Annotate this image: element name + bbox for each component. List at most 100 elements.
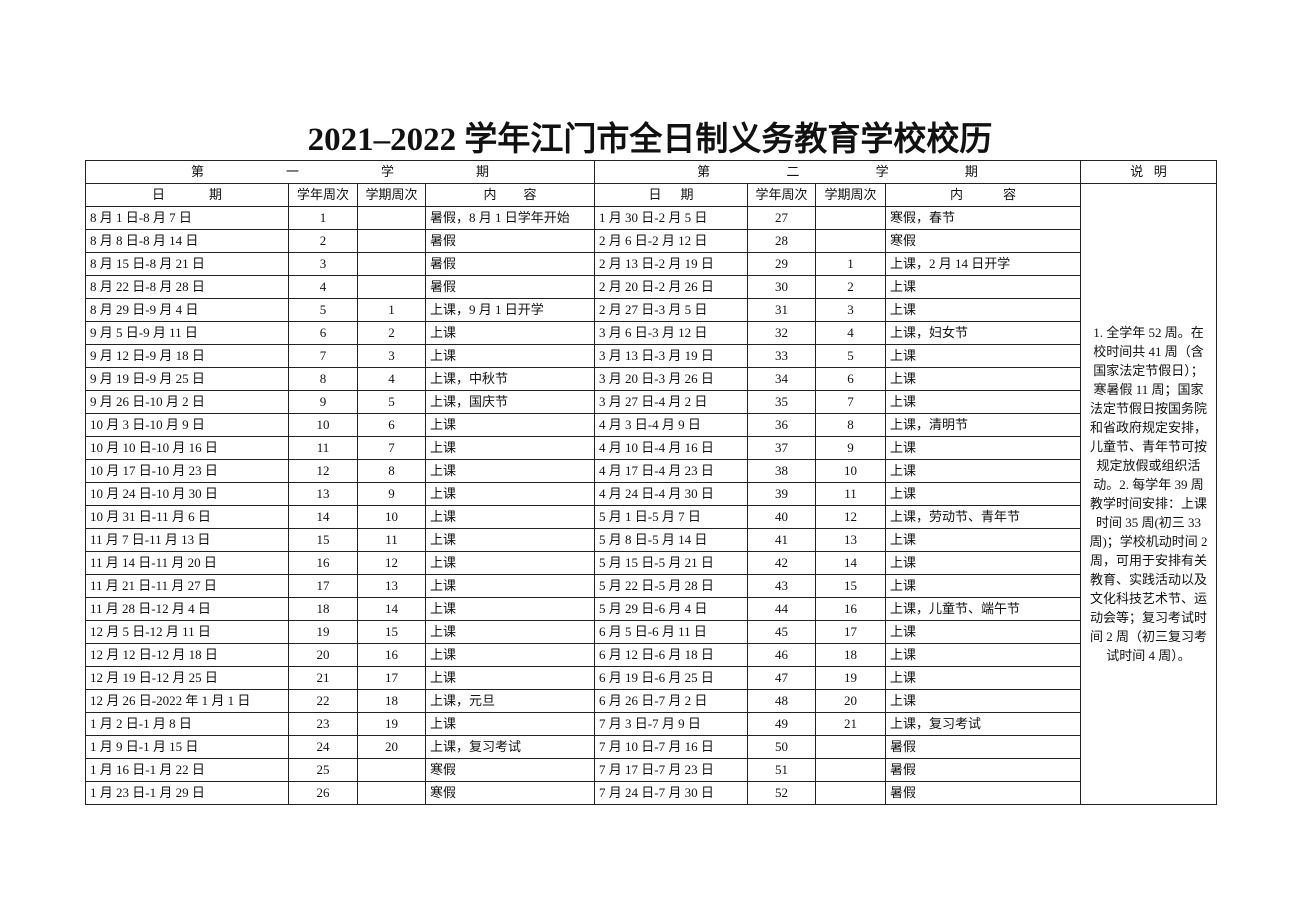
date-header: 日期: [85, 183, 289, 207]
year-week-cell: 49: [747, 712, 816, 736]
content-cell: 暑假: [425, 275, 595, 299]
year-week-cell: 42: [747, 551, 816, 575]
content-cell: 暑假: [885, 735, 1081, 759]
content-cell: 上课: [425, 459, 595, 483]
term-week-cell: 18: [815, 643, 886, 667]
year-week-cell: 2: [288, 229, 358, 253]
date-cell: 4 月 3 日-4 月 9 日: [594, 413, 748, 437]
year-week-cell: 15: [288, 528, 358, 552]
date-cell: 5 月 22 日-5 月 28 日: [594, 574, 748, 598]
term-week-header: 学期周次: [357, 183, 426, 207]
term-week-cell: [357, 206, 426, 230]
year-week-cell: 33: [747, 344, 816, 368]
date-cell: 3 月 27 日-4 月 2 日: [594, 390, 748, 414]
year-week-cell: 35: [747, 390, 816, 414]
date-cell: 10 月 24 日-10 月 30 日: [85, 482, 289, 506]
content-cell: 暑假: [425, 252, 595, 276]
year-week-cell: 27: [747, 206, 816, 230]
year-week-cell: 5: [288, 298, 358, 322]
content-cell: 上课，9 月 1 日开学: [425, 298, 595, 322]
year-week-cell: 47: [747, 666, 816, 690]
term-week-cell: 13: [815, 528, 886, 552]
year-week-cell: 3: [288, 252, 358, 276]
year-week-cell: 29: [747, 252, 816, 276]
year-week-cell: 9: [288, 390, 358, 414]
date-cell: 6 月 26 日-7 月 2 日: [594, 689, 748, 713]
content-cell: 寒假: [425, 781, 595, 805]
term-week-cell: 20: [815, 689, 886, 713]
content-cell: 上课: [885, 666, 1081, 690]
table-row: 1 月 2 日-1 月 8 日 23 19 上课 7 月 3 日-7 月 9 日 49 21…: [85, 712, 1217, 736]
date-cell: 7 月 24 日-7 月 30 日: [594, 781, 748, 805]
content-cell: 上课: [425, 643, 595, 667]
term-week-cell: 1: [815, 252, 886, 276]
table-row: 11 月 7 日-11 月 13 日 15 11 上课 5 月 8 日-5 月 14 日…: [85, 528, 1217, 552]
content-cell: 上课，中秋节: [425, 367, 595, 391]
content-cell: 上课: [425, 551, 595, 575]
term-week-cell: 12: [815, 505, 886, 529]
date-cell: 2 月 20 日-2 月 26 日: [594, 275, 748, 299]
term-week-cell: [815, 229, 886, 253]
table-row: 12 月 12 日-12 月 18 日 20 16 上课 6 月 12 日-6 月 18…: [85, 643, 1217, 667]
term-week-cell: 15: [815, 574, 886, 598]
content-cell: 上课: [425, 344, 595, 368]
date-cell: 2 月 6 日-2 月 12 日: [594, 229, 748, 253]
date-cell: 3 月 20 日-3 月 26 日: [594, 367, 748, 391]
term-week-cell: 3: [357, 344, 426, 368]
date-cell: 3 月 6 日-3 月 12 日: [594, 321, 748, 345]
table-row: 10 月 24 日-10 月 30 日 13 9 上课 4 月 24 日-4 月 30 …: [85, 482, 1217, 506]
content-cell: 上课: [885, 528, 1081, 552]
term-week-cell: 10: [815, 459, 886, 483]
term-week-cell: 10: [357, 505, 426, 529]
content-cell: 上课，清明节: [885, 413, 1081, 437]
date-cell: 8 月 22 日-8 月 28 日: [85, 275, 289, 299]
content-cell: 上课: [425, 528, 595, 552]
term-week-cell: 15: [357, 620, 426, 644]
date-cell: 6 月 19 日-6 月 25 日: [594, 666, 748, 690]
content-cell: 上课: [425, 413, 595, 437]
table-row: 10 月 17 日-10 月 23 日 12 8 上课 4 月 17 日-4 月 23 …: [85, 459, 1217, 483]
year-week-cell: 37: [747, 436, 816, 460]
year-week-cell: 22: [288, 689, 358, 713]
date-cell: 12 月 19 日-12 月 25 日: [85, 666, 289, 690]
year-week-cell: 13: [288, 482, 358, 506]
term-week-cell: 8: [815, 413, 886, 437]
date-cell: 9 月 26 日-10 月 2 日: [85, 390, 289, 414]
term1-header: 第一学期: [85, 160, 595, 184]
year-week-header: 学年周次: [288, 183, 358, 207]
date-cell: 9 月 12 日-9 月 18 日: [85, 344, 289, 368]
year-week-cell: 17: [288, 574, 358, 598]
table-row: 8 月 8 日-8 月 14 日 2 暑假 2 月 6 日-2 月 12 日 28 寒假: [85, 229, 1217, 253]
date-cell: 12 月 12 日-12 月 18 日: [85, 643, 289, 667]
year-week-cell: 43: [747, 574, 816, 598]
year-week-cell: 36: [747, 413, 816, 437]
content-cell: 上课: [885, 482, 1081, 506]
table-row: 11 月 21 日-11 月 27 日 17 13 上课 5 月 22 日-5 月 28…: [85, 574, 1217, 598]
date-cell: 5 月 29 日-6 月 4 日: [594, 597, 748, 621]
date-cell: 10 月 10 日-10 月 16 日: [85, 436, 289, 460]
term-week-cell: 5: [815, 344, 886, 368]
content-cell: 上课: [425, 505, 595, 529]
content-cell: 上课: [425, 436, 595, 460]
table-row: 8 月 1 日-8 月 7 日 1 暑假，8 月 1 日学年开始 1 月 30 日-2…: [85, 206, 1217, 230]
year-week-cell: 39: [747, 482, 816, 506]
year-week-cell: 52: [747, 781, 816, 805]
year-week-header: 学年周次: [747, 183, 816, 207]
term-week-cell: [357, 229, 426, 253]
content-cell: 上课，劳动节、青年节: [885, 505, 1081, 529]
date-cell: 9 月 19 日-9 月 25 日: [85, 367, 289, 391]
date-cell: 7 月 10 日-7 月 16 日: [594, 735, 748, 759]
term-week-cell: 7: [815, 390, 886, 414]
term-week-cell: [815, 758, 886, 782]
content-cell: 上课: [425, 482, 595, 506]
year-week-cell: 41: [747, 528, 816, 552]
date-cell: 8 月 15 日-8 月 21 日: [85, 252, 289, 276]
year-week-cell: 1: [288, 206, 358, 230]
content-cell: 暑假: [425, 229, 595, 253]
year-week-cell: 11: [288, 436, 358, 460]
year-week-cell: 38: [747, 459, 816, 483]
term2-label: 第二学期: [697, 164, 978, 179]
date-cell: 4 月 10 日-4 月 16 日: [594, 436, 748, 460]
term1-label: 第一学期: [190, 164, 489, 179]
date-cell: 1 月 16 日-1 月 22 日: [85, 758, 289, 782]
